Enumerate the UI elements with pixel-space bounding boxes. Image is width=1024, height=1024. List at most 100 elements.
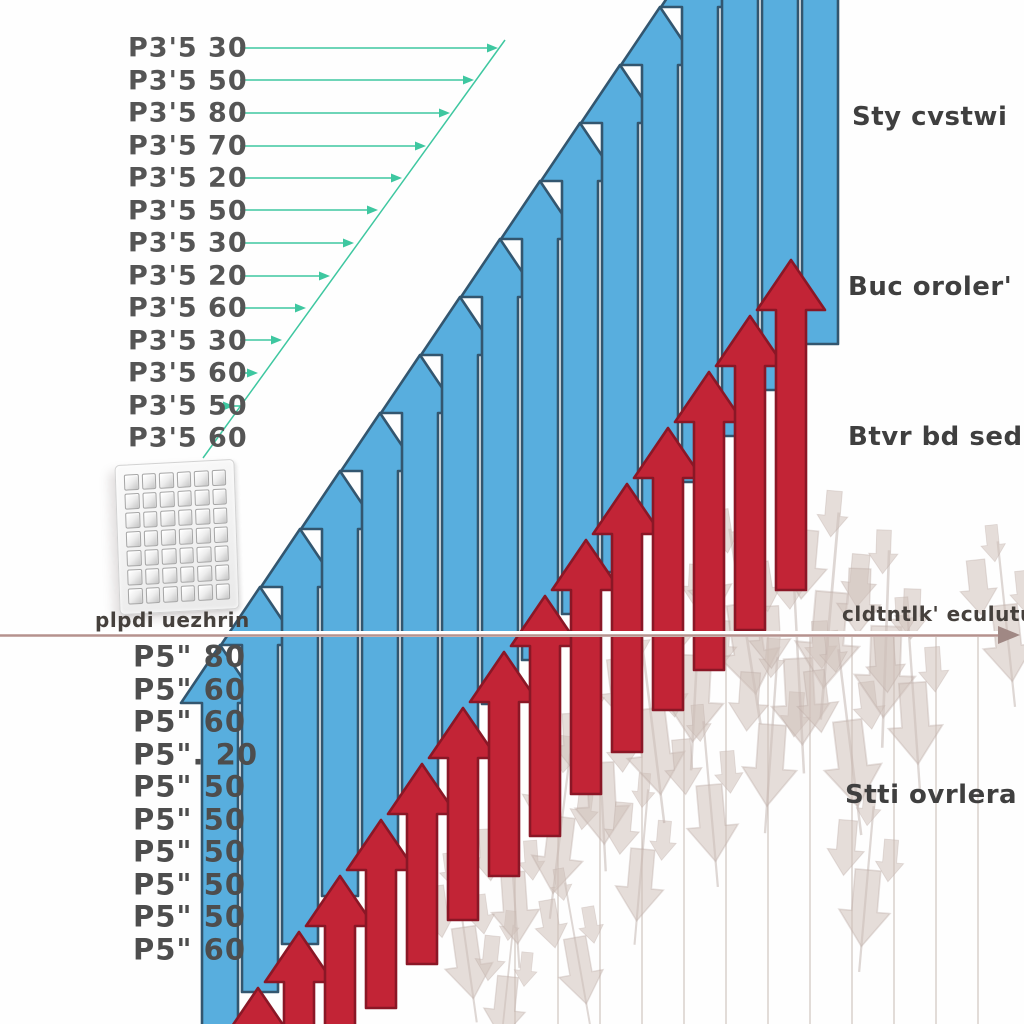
ghost-arrow	[557, 934, 605, 1006]
keypad-key	[159, 491, 175, 508]
sell-orders-red-arrow	[714, 314, 786, 632]
ghost-arrow	[603, 801, 641, 856]
keypad-key	[127, 568, 143, 586]
ghost-arrow	[1009, 569, 1024, 614]
keypad-key	[211, 469, 227, 487]
keypad-key	[178, 547, 194, 564]
ghost-arrow	[474, 934, 506, 982]
keypad-key	[143, 529, 159, 547]
keypad-key	[176, 490, 192, 507]
ghost-arrow	[867, 529, 899, 575]
ghost-arrow	[837, 867, 892, 948]
ghost-arrow	[822, 717, 884, 808]
ghost-arrow	[727, 670, 770, 732]
ghost-arrow	[534, 898, 569, 949]
keypad-key	[193, 470, 209, 488]
keypad-key	[197, 584, 213, 601]
leader-arrowhead-icon	[367, 205, 378, 215]
keypad-key	[179, 566, 195, 583]
ghost-arrow	[981, 602, 1024, 683]
keypad-key	[144, 567, 160, 585]
leader-arrowhead-icon	[415, 141, 426, 151]
ghost-arrow	[826, 818, 866, 877]
keypad-key	[177, 509, 193, 526]
keypad-image	[114, 458, 240, 616]
ghost-arrow	[614, 847, 665, 923]
ghost-arrow	[549, 867, 573, 902]
ghost-arrow-cluster	[826, 787, 905, 973]
ghost-arrow	[713, 749, 744, 794]
ghost-arrow	[740, 722, 799, 808]
ghost-arrow	[685, 782, 740, 863]
ghost-arrow	[649, 819, 678, 861]
leader-arrowhead-icon	[463, 75, 474, 85]
ghost-arrow	[980, 523, 1007, 563]
leader-arrowhead-icon	[487, 43, 498, 53]
ghost-arrow-cluster	[864, 596, 950, 792]
keypad-grid	[123, 469, 231, 605]
x-axis-arrowhead-icon	[998, 626, 1020, 644]
ghost-arrow	[796, 668, 840, 734]
ghost-arrow	[663, 738, 703, 796]
ghost-arrow	[917, 646, 950, 693]
keypad-key	[195, 508, 211, 526]
ghost-arrow	[959, 558, 998, 616]
keypad-key	[213, 526, 229, 544]
leader-arrowhead-icon	[223, 401, 234, 411]
leader-arrowhead-icon	[391, 173, 402, 183]
keypad-key	[197, 565, 213, 582]
keypad-key	[213, 545, 229, 563]
keypad-key	[215, 583, 231, 601]
keypad-key	[160, 510, 176, 527]
keypad-key	[126, 549, 142, 567]
ghost-arrow	[578, 905, 604, 944]
ghost-arrow	[530, 814, 585, 895]
sell-orders-red-arrow	[231, 986, 285, 1024]
keypad-key	[160, 529, 176, 546]
ghost-arrow-cluster	[663, 703, 744, 888]
ghost-arrow	[482, 974, 527, 1024]
leader-arrowhead-icon	[247, 368, 258, 378]
leader-arrowhead-icon	[439, 108, 450, 118]
keypad-key	[214, 564, 230, 582]
ghost-arrow	[886, 680, 945, 766]
ghost-arrow	[816, 489, 849, 538]
ghost-arrow-cluster	[796, 629, 886, 836]
keypad-key	[178, 528, 194, 545]
buy-orders-blue-arrow	[800, 0, 840, 346]
keypad-key	[195, 527, 211, 545]
ghost-arrow	[685, 703, 712, 743]
keypad-key	[143, 548, 159, 566]
keypad-key	[142, 511, 158, 528]
leader-arrowhead-icon	[319, 271, 330, 281]
ghost-arrow	[855, 787, 882, 827]
keypad-key	[141, 492, 157, 509]
leader-arrowhead-icon	[343, 238, 354, 248]
keypad-key	[211, 488, 227, 506]
leader-arrowhead-icon	[271, 335, 282, 345]
keypad-key	[176, 471, 192, 488]
keypad-key	[158, 472, 174, 489]
keypad-key	[123, 473, 139, 491]
ghost-arrow	[874, 838, 905, 883]
keypad-key	[162, 567, 178, 584]
ghost-arrow	[835, 567, 882, 636]
keypad-key	[194, 489, 210, 507]
leader-diagonal-line	[202, 39, 506, 459]
ghost-arrow-cluster	[959, 523, 1024, 707]
ghost-arrow	[513, 951, 538, 988]
keypad-key	[124, 492, 140, 510]
ghost-arrow	[888, 596, 917, 638]
keypad-key	[125, 511, 141, 529]
keypad-key	[196, 546, 212, 563]
ghost-arrow-cluster	[534, 867, 605, 1024]
keypad-key	[125, 530, 141, 548]
keypad-key	[145, 586, 161, 604]
keypad-key	[180, 585, 196, 602]
keypad-key	[162, 586, 178, 603]
keypad-key	[127, 587, 143, 605]
ghost-arrow	[489, 870, 541, 946]
keypad-key	[212, 507, 228, 525]
